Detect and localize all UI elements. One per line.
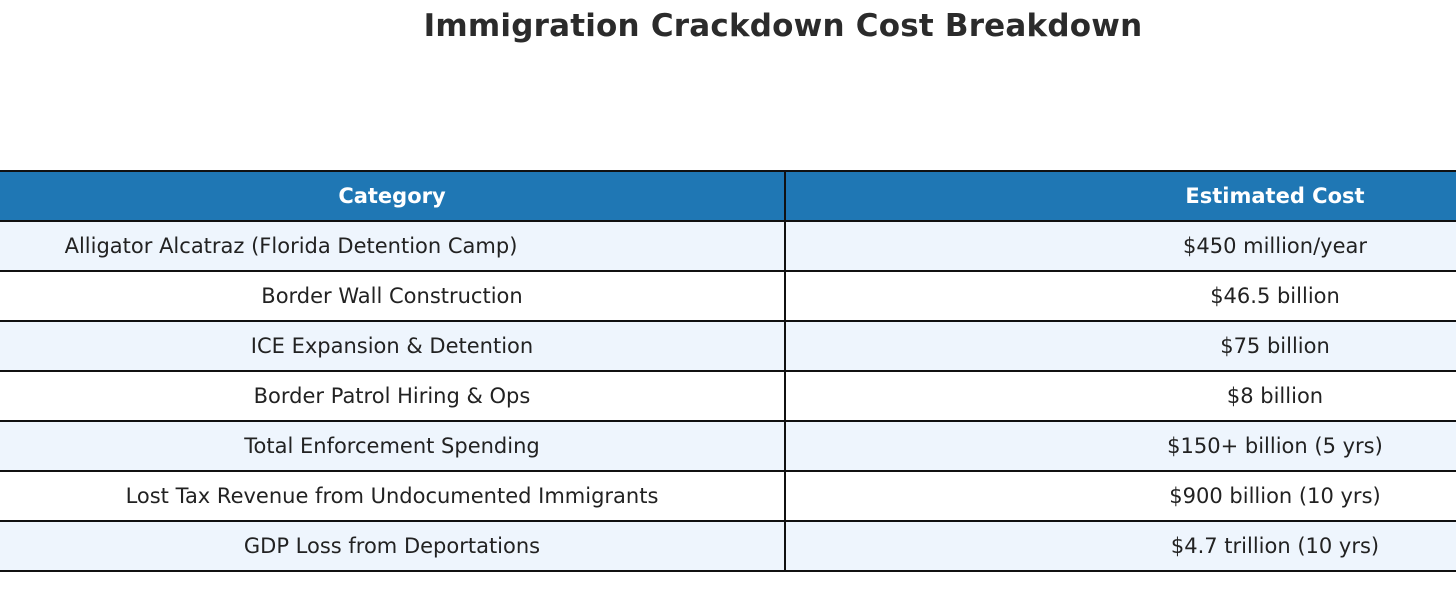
cost-cell: $4.7 trillion (10 yrs) <box>784 520 1456 572</box>
category-cell: Lost Tax Revenue from Undocumented Immig… <box>0 470 786 522</box>
cost-cell: $900 billion (10 yrs) <box>784 470 1456 522</box>
cost-cell: $8 billion <box>784 370 1456 422</box>
table-row: Total Enforcement Spending $150+ billion… <box>0 420 1456 472</box>
category-cell: GDP Loss from Deportations <box>0 520 786 572</box>
column-header-estimated-cost: Estimated Cost <box>784 170 1456 222</box>
category-cell: Total Enforcement Spending <box>0 420 786 472</box>
table-header-row: Category Estimated Cost <box>0 170 1456 222</box>
table-row: Border Patrol Hiring & Ops $8 billion <box>0 370 1456 422</box>
cost-cell: $75 billion <box>784 320 1456 372</box>
category-cell: Border Patrol Hiring & Ops <box>0 370 786 422</box>
table-row: Alligator Alcatraz (Florida Detention Ca… <box>0 220 1456 272</box>
category-cell: ICE Expansion & Detention <box>0 320 786 372</box>
cost-cell: $46.5 billion <box>784 270 1456 322</box>
table-row: Lost Tax Revenue from Undocumented Immig… <box>0 470 1456 522</box>
table-row: ICE Expansion & Detention $75 billion <box>0 320 1456 372</box>
cost-cell: $150+ billion (5 yrs) <box>784 420 1456 472</box>
cost-cell: $450 million/year <box>784 220 1456 272</box>
cost-table: Category Estimated Cost Alligator Alcatr… <box>0 170 1456 572</box>
chart-title: Immigration Crackdown Cost Breakdown <box>423 8 1143 44</box>
column-header-category: Category <box>0 170 786 222</box>
table-row: Border Wall Construction $46.5 billion <box>0 270 1456 322</box>
category-cell: Border Wall Construction <box>0 270 786 322</box>
category-cell: Alligator Alcatraz (Florida Detention Ca… <box>0 220 786 272</box>
table-row: GDP Loss from Deportations $4.7 trillion… <box>0 520 1456 572</box>
